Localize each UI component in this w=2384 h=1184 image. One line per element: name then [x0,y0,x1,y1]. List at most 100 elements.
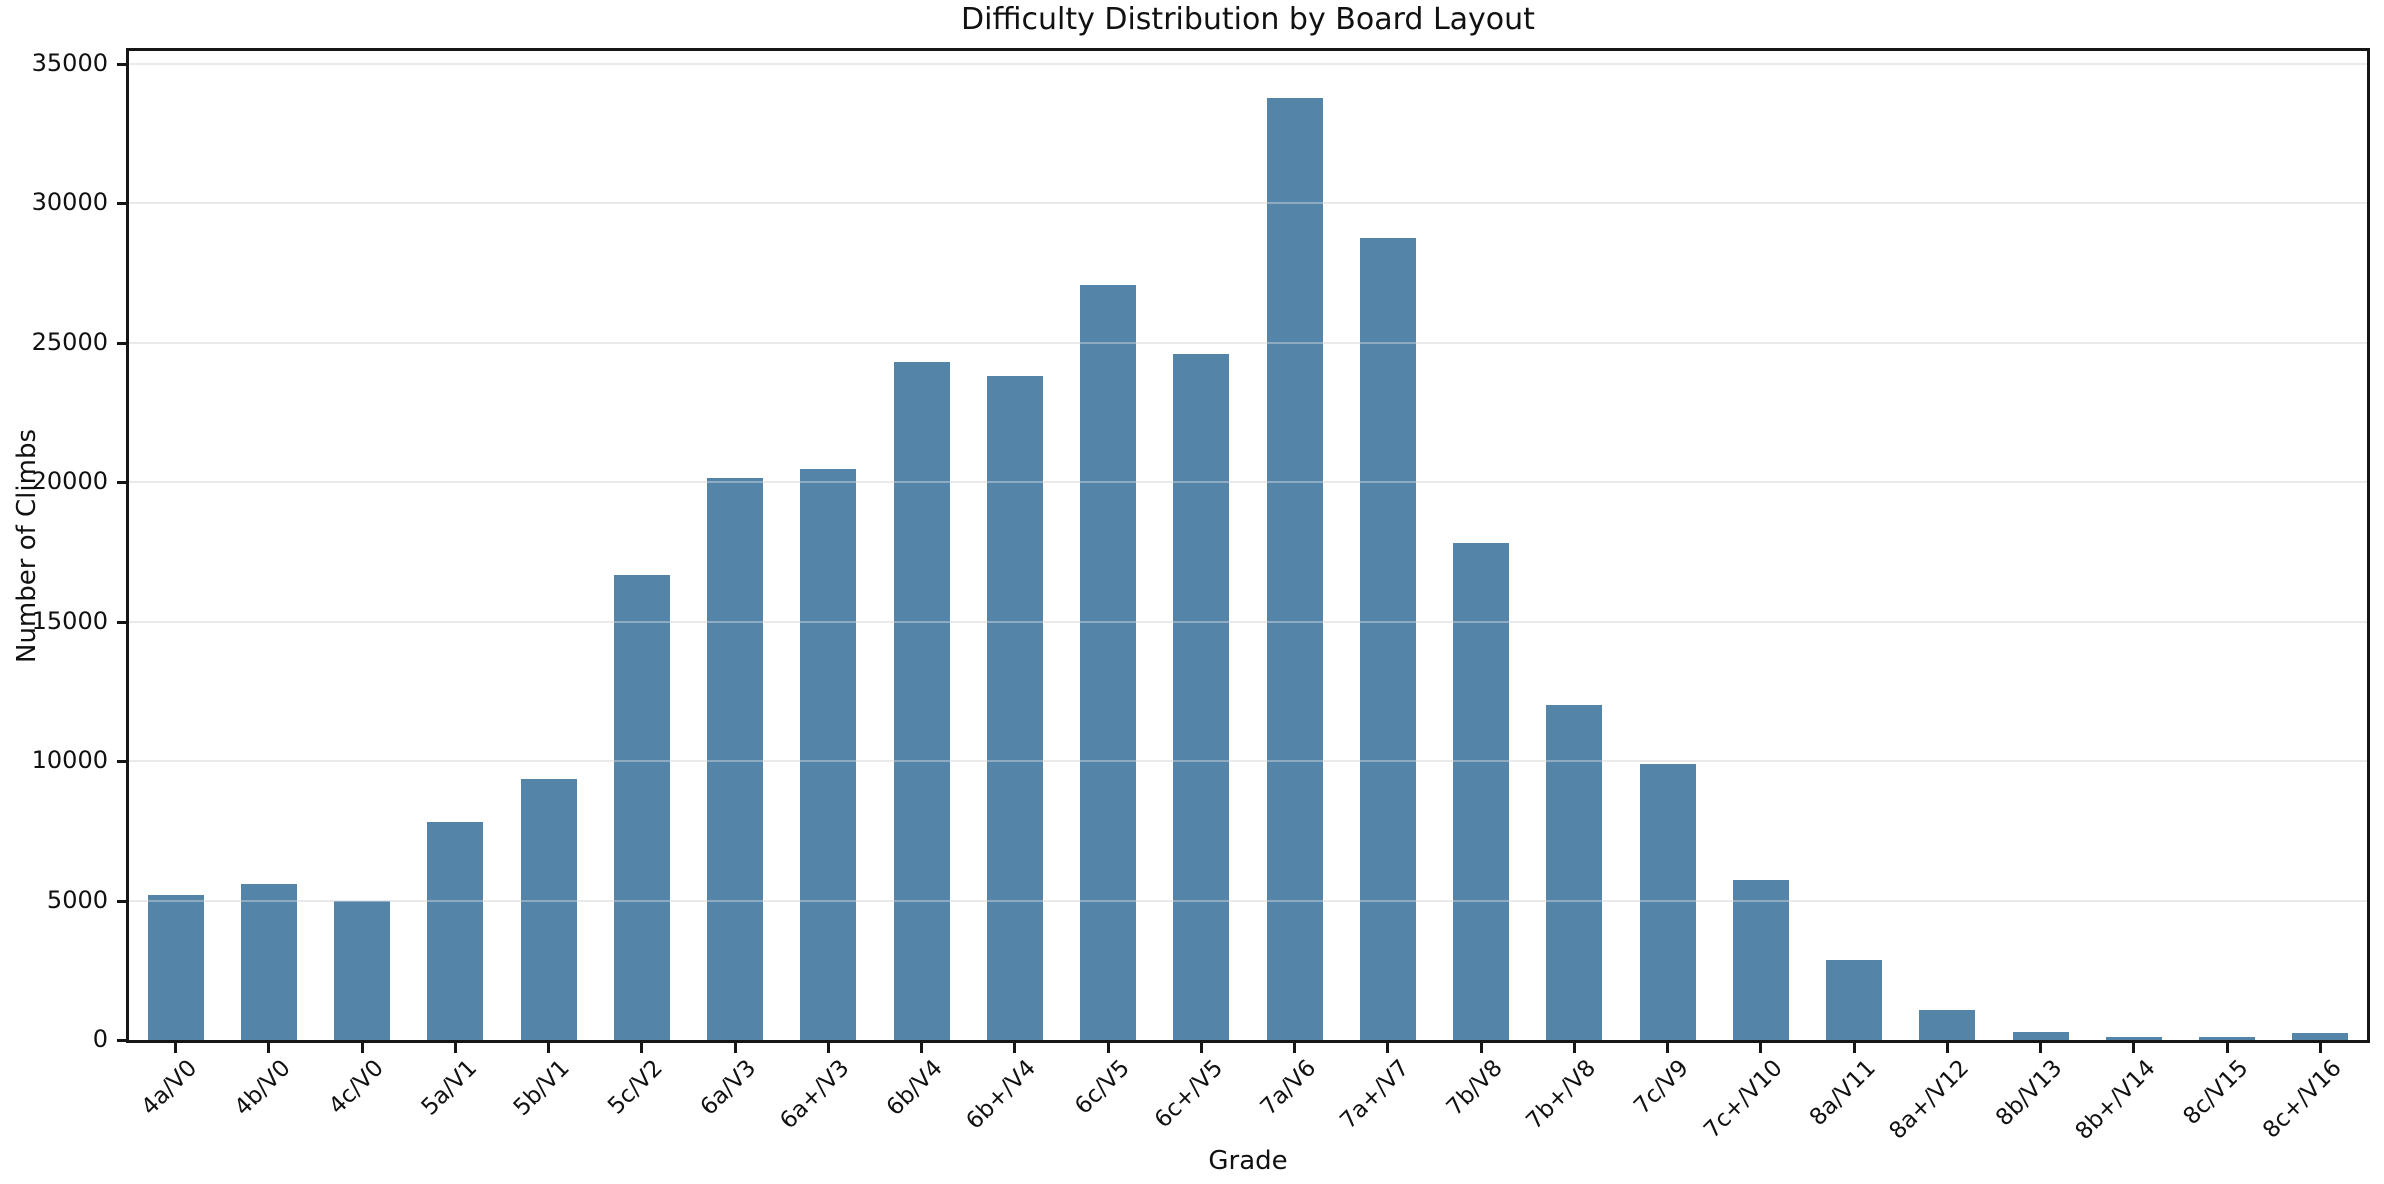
x-tick-label-3: 5a/V1 [416,1055,482,1121]
x-tick-label-9: 6b+/V4 [961,1055,1042,1135]
x-tick-0 [174,1043,178,1053]
bar-7a-v6 [1267,98,1323,1040]
bar-6b-v4 [987,376,1043,1040]
x-tick-5 [640,1043,644,1053]
gridline-overlay-25000 [129,341,2367,344]
gridline-20000 [129,481,2367,484]
x-tick-9 [1013,1043,1017,1053]
y-tick-35000 [117,62,126,66]
gridline-overlay-20000 [129,481,2367,484]
bar-6a-v3 [707,478,763,1040]
bar-7b-v8 [1546,705,1602,1040]
gridline-25000 [129,341,2367,344]
gridline-10000 [129,760,2367,763]
x-tick-22 [2225,1043,2229,1053]
bar-5b-v1 [521,779,577,1040]
bar-4b-v0 [241,884,297,1040]
x-tick-11 [1199,1043,1203,1053]
x-tick-16 [1666,1043,1670,1053]
y-tick-0 [117,1039,126,1042]
bar-7a-v7 [1360,238,1416,1040]
x-tick-19 [1945,1043,1949,1053]
x-tick-label-13: 7a+/V7 [1334,1055,1415,1135]
bar-5c-v2 [614,575,670,1040]
y-tick-label-20000: 20000 [31,467,108,496]
y-tick-label-0: 0 [92,1025,108,1053]
bar-6c-v5 [1080,285,1136,1040]
x-tick-1 [267,1043,271,1053]
x-tick-20 [2039,1043,2043,1053]
y-tick-15000 [117,620,126,624]
x-tick-label-15: 7b+/V8 [1521,1055,1601,1135]
x-tick-18 [1852,1043,1856,1053]
x-tick-12 [1293,1043,1297,1053]
bar-6b-v4 [894,362,950,1040]
x-tick-label-0: 4a/V0 [136,1055,203,1121]
x-tick-17 [1759,1043,1763,1053]
x-tick-label-16: 7c/V9 [1629,1055,1695,1120]
x-axis-label: Grade [1208,1146,1288,1176]
x-tick-23 [2318,1043,2322,1053]
x-tick-6 [733,1043,737,1053]
gridline-overlay-10000 [129,760,2367,763]
x-tick-10 [1106,1043,1110,1053]
y-tick-30000 [117,202,126,206]
gridline-35000 [129,62,2367,65]
bar-5a-v1 [427,822,483,1040]
x-tick-label-10: 6c/V5 [1069,1055,1135,1120]
x-tick-label-5: 5c/V2 [603,1055,669,1120]
x-tick-label-22: 8c/V15 [2178,1055,2254,1130]
x-tick-label-14: 7b/V8 [1441,1055,1508,1122]
y-tick-label-10000: 10000 [31,746,108,774]
gridline-overlay-30000 [129,202,2367,205]
y-tick-10000 [117,760,126,763]
bar-8b-v14 [2106,1037,2162,1040]
x-tick-3 [453,1043,457,1053]
x-tick-label-17: 7c+/V10 [1698,1055,1788,1144]
x-tick-label-8: 6b/V4 [881,1055,949,1122]
y-tick-5000 [117,899,126,903]
bar-4a-v0 [148,895,204,1040]
gridline-overlay-35000 [129,62,2367,65]
x-tick-label-18: 8a/V11 [1804,1055,1881,1132]
bar-8a-v11 [1826,960,1882,1040]
bar-8b-v13 [2013,1032,2069,1040]
x-tick-label-21: 8b+/V14 [2070,1055,2161,1145]
bar-7c-v9 [1640,764,1696,1040]
x-tick-13 [1386,1043,1390,1053]
bar-8a-v12 [1919,1010,1975,1040]
bar-7c-v10 [1733,880,1789,1040]
bar-6a-v3 [800,469,856,1040]
x-tick-14 [1479,1043,1483,1053]
y-tick-25000 [117,341,126,345]
y-tick-20000 [117,481,126,485]
bar-7b-v8 [1453,543,1509,1040]
chart-title: Difficulty Distribution by Board Layout [961,2,1535,37]
gridline-overlay-5000 [129,899,2367,902]
x-tick-label-4: 5b/V1 [508,1055,576,1122]
x-tick-21 [2132,1043,2136,1053]
y-tick-label-15000: 15000 [31,606,108,635]
x-tick-label-23: 8c+/V16 [2258,1055,2347,1144]
x-tick-label-12: 7a/V6 [1255,1055,1322,1121]
bar-4c-v0 [334,901,390,1040]
gridline-5000 [129,899,2367,902]
x-tick-4 [547,1043,551,1053]
x-tick-15 [1572,1043,1576,1053]
x-tick-label-2: 4c/V0 [323,1055,389,1120]
gridline-15000 [129,620,2367,623]
gridline-overlay-15000 [129,620,2367,623]
bar-8c-v15 [2199,1037,2255,1040]
x-tick-8 [920,1043,924,1053]
x-tick-label-20: 8b/V13 [1990,1055,2068,1132]
x-tick-label-11: 6c+/V5 [1149,1055,1228,1134]
gridline-30000 [129,202,2367,205]
y-tick-label-25000: 25000 [31,327,108,356]
bar-6c-v5 [1173,354,1229,1040]
x-tick-label-19: 8a+/V12 [1884,1055,1974,1145]
x-tick-label-7: 6a+/V3 [775,1055,855,1135]
bar-8c-v16 [2292,1033,2348,1040]
x-tick-7 [826,1043,830,1053]
x-tick-label-1: 4b/V0 [229,1055,296,1122]
